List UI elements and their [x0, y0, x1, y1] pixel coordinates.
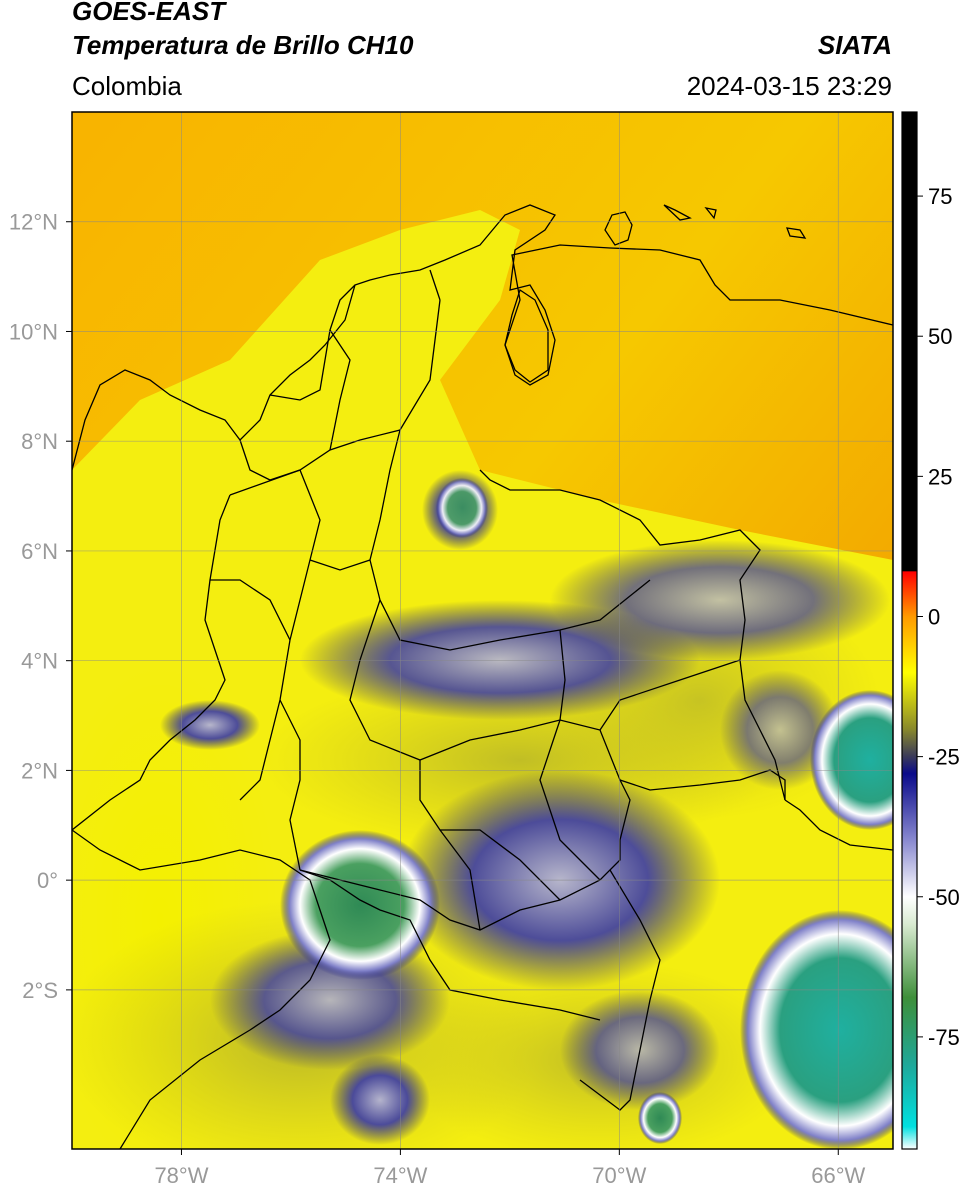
colorbar-gradient — [902, 112, 917, 1149]
colorbar-tick-label: 50 — [928, 324, 952, 349]
latitude-labels: 12°N 10°N 8°N 6°N 4°N 2°N 0° 2°S — [9, 210, 72, 1003]
lat-tick-label: 12°N — [9, 210, 58, 235]
internal-border-10 — [329, 284, 356, 451]
lat-tick-label: 0° — [37, 868, 58, 893]
title-product: Temperatura de Brillo CH10 — [72, 30, 414, 60]
border-venezuela-brazil — [784, 799, 893, 851]
graticule — [72, 112, 893, 1149]
border-colombia-brazil — [619, 769, 786, 800]
lon-tick-label: 74°W — [373, 1163, 427, 1188]
island-4 — [786, 227, 807, 239]
brightness-temperature-field — [72, 112, 893, 1149]
colorbar-tick-label: 0 — [928, 604, 940, 629]
internal-border-13 — [429, 269, 441, 301]
lat-tick-label: 6°N — [21, 539, 58, 564]
lake-maracaibo — [504, 288, 549, 383]
datetime-label: 2024-03-15 23:29 — [686, 71, 892, 101]
colorbar-tick-label: 25 — [928, 464, 952, 489]
coastline-caribbean — [72, 204, 893, 471]
lat-tick-label: 8°N — [21, 429, 58, 454]
brand-label: SIATA — [817, 30, 892, 60]
island-3 — [704, 207, 717, 220]
map-frame — [71, 111, 894, 1150]
colorbar-tick-label: -25 — [928, 745, 960, 770]
lat-tick-label: 2°S — [22, 978, 58, 1003]
coastline-pacific — [72, 494, 231, 831]
internal-border-11 — [269, 329, 331, 401]
lon-tick-label: 70°W — [592, 1163, 646, 1188]
colorbar-tick-label: -75 — [928, 1025, 960, 1050]
country-borders — [72, 204, 893, 1149]
longitude-labels: 78°W 74°W 70°W 66°W — [154, 1149, 866, 1188]
coastline-ecuador — [72, 829, 331, 1149]
internal-border-14 — [210, 579, 291, 641]
lat-tick-label: 4°N — [21, 649, 58, 674]
internal-border-4 — [349, 599, 621, 781]
island-1 — [604, 211, 633, 246]
border-brazil-peru — [579, 869, 661, 1111]
border-peru-ecuador — [299, 869, 601, 1021]
colorbar-tick-label: 75 — [928, 184, 952, 209]
lon-tick-label: 66°W — [811, 1163, 865, 1188]
internal-border-15 — [439, 829, 481, 931]
internal-border-16 — [539, 719, 601, 881]
title-satellite: GOES-EAST — [72, 0, 226, 26]
colorbar-ticks: 75 50 25 0 -25 -50 -75 — [917, 184, 960, 1050]
colorbar: 75 50 25 0 -25 -50 -75 — [901, 111, 960, 1150]
internal-border-6 — [599, 659, 741, 731]
internal-border-12 — [239, 439, 301, 481]
colorbar-frame — [901, 111, 918, 1150]
lat-tick-label: 2°N — [21, 758, 58, 783]
internal-border-7 — [279, 699, 301, 871]
border-colombia-peru — [299, 779, 631, 931]
lon-tick-label: 78°W — [154, 1163, 208, 1188]
island-2 — [663, 204, 692, 221]
internal-border-8 — [419, 760, 561, 901]
internal-border-3 — [369, 429, 651, 651]
lat-tick-label: 10°N — [9, 319, 58, 344]
internal-border-9 — [309, 559, 371, 571]
subtitle-region: Colombia — [72, 71, 182, 101]
internal-border-5 — [559, 629, 566, 721]
colorbar-tick-label: -50 — [928, 885, 960, 910]
border-colombia-venezuela — [479, 469, 786, 801]
